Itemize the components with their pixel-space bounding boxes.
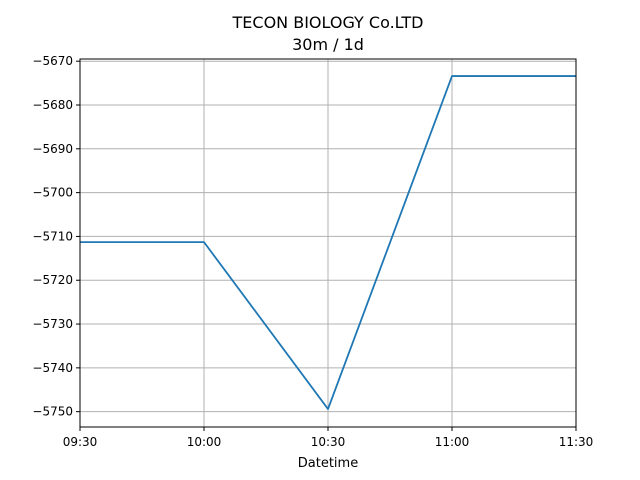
y-tick-label: −5730: [32, 317, 73, 331]
x-tick-label: 10:30: [311, 435, 346, 449]
chart-title: TECON BIOLOGY Co.LTD: [232, 13, 424, 32]
y-tick-label: −5680: [32, 98, 73, 112]
y-tick-label: −5740: [32, 361, 73, 375]
x-tick-label: 10:00: [187, 435, 222, 449]
y-tick-label: −5720: [32, 273, 73, 287]
x-tick-label: 11:00: [435, 435, 470, 449]
x-tick-label: 09:30: [63, 435, 98, 449]
y-tick-label: −5710: [32, 229, 73, 243]
x-axis-label: Datetime: [298, 456, 358, 471]
x-tick-label: 11:30: [559, 435, 594, 449]
y-tick-label: −5700: [32, 186, 73, 200]
y-tick-label: −5670: [32, 54, 73, 68]
chart-subtitle: 30m / 1d: [292, 35, 364, 54]
y-tick-label: −5690: [32, 142, 73, 156]
ticks: 09:30 10:00 10:30 11:00 11:30 −5670 −5680 −5690…: [32, 54, 593, 449]
y-tick-label: −5750: [32, 405, 73, 419]
